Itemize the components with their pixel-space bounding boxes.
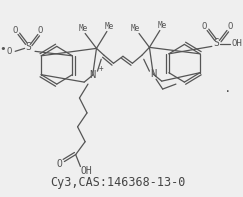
Text: Me: Me	[131, 24, 140, 33]
Text: •: •	[0, 44, 6, 54]
Text: O: O	[7, 47, 12, 56]
Text: OH: OH	[231, 39, 242, 48]
Text: N: N	[90, 70, 96, 80]
Text: Me: Me	[158, 21, 167, 30]
Text: +: +	[99, 64, 104, 73]
Text: Me: Me	[105, 22, 114, 31]
Text: O: O	[202, 22, 207, 31]
Text: O: O	[12, 26, 18, 35]
Text: S: S	[26, 42, 31, 52]
Text: Cy3,CAS:146368-13-0: Cy3,CAS:146368-13-0	[51, 176, 186, 189]
Text: O: O	[57, 159, 62, 169]
Text: O: O	[227, 22, 233, 31]
Text: Me: Me	[79, 24, 88, 33]
Text: S: S	[214, 38, 219, 48]
Text: OH: OH	[80, 166, 92, 177]
Text: .: .	[224, 82, 232, 95]
Text: N: N	[150, 69, 156, 79]
Text: O: O	[37, 26, 43, 35]
